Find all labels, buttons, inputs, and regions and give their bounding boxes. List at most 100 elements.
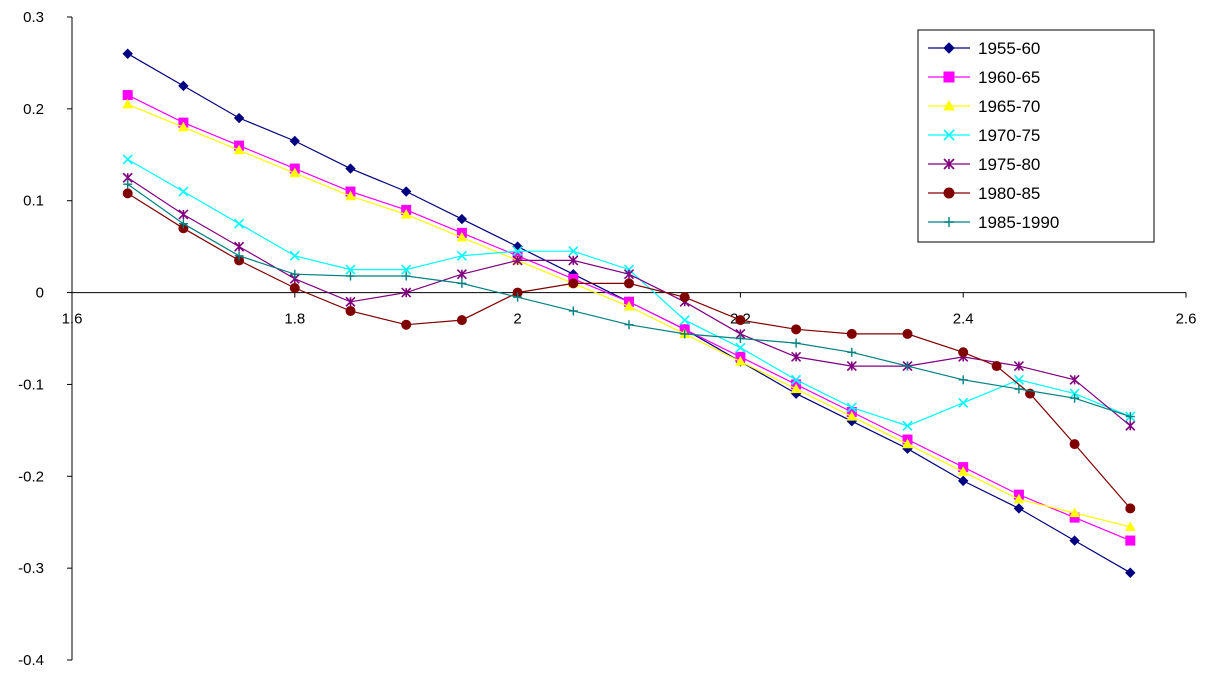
data-point-diamond [122, 48, 133, 59]
data-point-x [568, 246, 579, 257]
series-1970-75 [122, 154, 1136, 431]
data-point-circle [289, 282, 300, 293]
data-point-triangle [1013, 493, 1025, 504]
data-point-triangle [957, 466, 969, 476]
data-point-x [345, 264, 356, 275]
data-point-diamond [957, 475, 969, 487]
data-point-triangle [623, 300, 635, 311]
data-point-star [1013, 360, 1024, 372]
data-point-star [234, 241, 245, 252]
x-tick-label: 1.6 [62, 311, 83, 328]
data-point-plus [1125, 412, 1135, 422]
data-point-circle [624, 278, 634, 289]
y-tick-label: -0.4 [18, 652, 44, 669]
series-1980-85 [122, 188, 1136, 514]
data-point-x [902, 420, 913, 431]
data-point-circle [791, 324, 802, 335]
data-point-x [122, 154, 133, 165]
legend-label: 1960-65 [978, 68, 1040, 87]
data-point-triangle [846, 411, 858, 421]
data-point-triangle [902, 438, 913, 449]
data-point-x [178, 186, 189, 197]
data-point-diamond [943, 42, 955, 54]
x-tick-label: 1.8 [284, 311, 305, 328]
data-point-plus [513, 292, 523, 302]
legend-label: 1965-70 [978, 97, 1040, 116]
data-point-diamond [178, 80, 189, 92]
legend-label: 1970-75 [978, 126, 1040, 145]
data-point-circle [943, 187, 955, 199]
data-point-plus [290, 269, 300, 279]
data-point-diamond [456, 213, 468, 225]
axes: 0.30.20.10-0.1-0.2-0.3-0.41.61.822.22.42… [18, 9, 1196, 669]
data-point-star [846, 360, 857, 372]
data-point-triangle [289, 167, 301, 178]
data-point-star [568, 255, 579, 266]
data-point-diamond [400, 186, 412, 197]
data-point-diamond [289, 135, 301, 147]
data-point-plus [457, 278, 467, 288]
data-point-x [456, 250, 467, 261]
data-point-x [846, 402, 857, 413]
data-point-plus [234, 251, 244, 261]
data-point-plus [944, 217, 954, 227]
x-tick-label: 2.4 [953, 311, 974, 328]
data-point-diamond [1069, 535, 1080, 546]
data-point-x [679, 315, 690, 326]
data-point-triangle [1069, 507, 1080, 518]
data-point-plus [680, 329, 690, 339]
y-tick-label: 0.1 [23, 193, 44, 210]
data-point-triangle [1124, 521, 1136, 531]
data-point-plus [847, 347, 857, 357]
data-point-x [943, 129, 955, 141]
data-point-triangle [345, 190, 356, 201]
data-point-diamond [1013, 503, 1025, 514]
legend-item: 1970-75 [928, 126, 1040, 145]
data-point-triangle [400, 208, 412, 219]
data-point-star [791, 351, 802, 362]
data-point-star [401, 287, 412, 298]
data-point-star [345, 296, 356, 307]
y-tick-label: 0.3 [23, 9, 44, 26]
y-tick-label: 0 [36, 285, 44, 302]
data-point-x [1013, 374, 1024, 385]
data-point-star [943, 158, 955, 170]
legend-item: 1965-70 [928, 97, 1040, 116]
data-point-triangle [178, 121, 189, 132]
data-point-circle [846, 328, 857, 339]
data-point-x [1069, 388, 1080, 399]
legend: 1955-60 1960-65 1965-70 1970-75 1975-80 1980-… [917, 29, 1155, 243]
legend-item: 1980-85 [928, 184, 1040, 203]
data-point-x [623, 264, 635, 275]
data-point-triangle [122, 98, 134, 109]
legend-label: 1955-60 [978, 39, 1040, 58]
data-point-circle [991, 361, 1002, 372]
data-point-star [456, 269, 467, 280]
data-point-circle [456, 315, 467, 326]
data-point-x [234, 218, 245, 229]
data-point-triangle [943, 99, 955, 111]
data-point-circle [1069, 439, 1080, 450]
data-point-star [1125, 420, 1136, 431]
data-point-x [791, 374, 802, 385]
data-point-plus [568, 306, 578, 316]
data-point-circle [958, 347, 969, 358]
data-point-plus [1070, 393, 1080, 403]
data-point-square [1125, 535, 1136, 546]
data-point-star [178, 209, 189, 220]
data-point-plus [735, 334, 745, 343]
data-point-circle [735, 315, 746, 326]
legend-item: 1955-60 [928, 39, 1040, 58]
data-point-triangle [790, 383, 802, 394]
y-tick-label: -0.2 [18, 468, 44, 485]
data-point-square [943, 71, 955, 83]
data-point-plus [346, 271, 355, 281]
series-lines [122, 48, 1136, 578]
data-point-x [735, 342, 746, 353]
data-point-plus [178, 219, 188, 229]
legend-label: 1985-1990 [978, 213, 1059, 232]
data-point-circle [122, 188, 133, 199]
data-point-plus [401, 271, 411, 281]
